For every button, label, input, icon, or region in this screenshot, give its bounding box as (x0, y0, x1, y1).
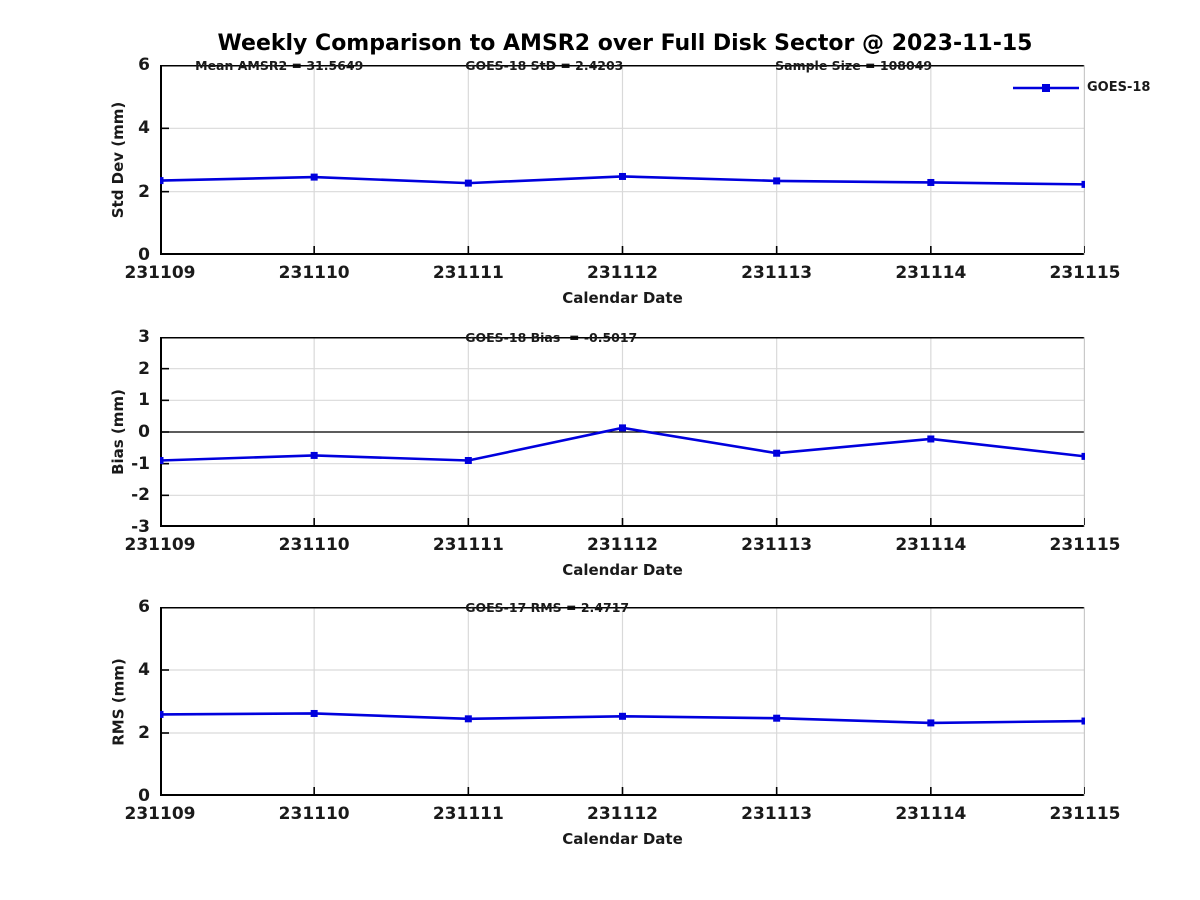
y-tick-label: 3 (138, 327, 150, 347)
stat-annotation: GOES-18 Bias = -0.5017 (465, 330, 638, 345)
legend-marker-icon (1042, 84, 1050, 92)
x-tick-label: 231113 (741, 535, 813, 555)
x-tick-label: 231114 (895, 804, 967, 824)
x-tick-label: 231115 (1049, 263, 1121, 283)
y-tick-label: 1 (138, 390, 150, 411)
y-tick-label: 4 (138, 118, 150, 139)
x-tick-label: 231111 (432, 535, 504, 555)
subplot-bias-plot (160, 337, 1085, 527)
x-tick-label: 231109 (124, 535, 196, 555)
data-point-marker (160, 457, 164, 464)
data-point-marker (310, 709, 318, 717)
data-point-marker (310, 451, 318, 459)
data-point-marker (1081, 452, 1085, 460)
x-tick-label: 231109 (124, 804, 196, 824)
x-tick-label: 231115 (1049, 535, 1121, 555)
x-tick-label: 231112 (587, 263, 658, 283)
data-point-marker (310, 173, 318, 181)
data-point-marker (160, 710, 164, 718)
data-point-marker (773, 449, 781, 457)
data-point-marker (619, 712, 626, 720)
y-tick-label: 0 (138, 422, 150, 442)
x-tick-label: 231111 (432, 263, 504, 283)
y-tick-label: 6 (138, 55, 150, 75)
x-tick-label: 231113 (741, 263, 813, 283)
y-axis-label: Bias (mm) (109, 389, 127, 475)
x-tick-label: 231114 (895, 535, 967, 555)
y-tick-label: 2 (138, 181, 150, 202)
x-axis-label: Calendar Date (562, 830, 683, 848)
x-tick-label: 231112 (587, 804, 658, 824)
y-tick-label: 0 (138, 245, 150, 265)
x-tick-label: 231110 (278, 263, 350, 283)
data-point-marker (1081, 180, 1085, 188)
x-tick-label: 231110 (278, 535, 350, 555)
data-point-marker (927, 719, 935, 727)
legend: GOES-18 (1013, 79, 1153, 99)
x-tick-label: 231112 (587, 535, 658, 555)
y-tick-label: -1 (131, 453, 150, 474)
data-point-marker (464, 457, 472, 464)
x-tick-label: 231113 (741, 804, 813, 824)
subplot-rms-plot (160, 607, 1085, 796)
data-point-marker (464, 715, 472, 723)
x-tick-label: 231111 (432, 804, 504, 824)
stat-annotation: GOES-17 RMS = 2.4717 (465, 600, 630, 615)
y-tick-label: 0 (138, 786, 150, 806)
stat-annotation: Sample Size = 108049 (775, 58, 933, 73)
y-axis-label: RMS (mm) (109, 657, 127, 746)
legend-label: GOES-18 (1087, 80, 1151, 95)
x-tick-label: 231109 (124, 263, 196, 283)
x-tick-label: 231115 (1049, 804, 1121, 824)
y-tick-label: 6 (138, 597, 150, 617)
data-point-marker (160, 177, 164, 185)
figure-title: Weekly Comparison to AMSR2 over Full Dis… (217, 31, 1033, 56)
y-tick-label: -3 (131, 517, 150, 537)
data-point-marker (619, 424, 626, 432)
data-point-marker (773, 177, 781, 185)
y-tick-label: -2 (131, 485, 150, 506)
y-tick-label: 2 (138, 723, 150, 743)
data-point-marker (927, 178, 935, 186)
data-point-marker (619, 172, 626, 180)
data-point-marker (773, 714, 781, 722)
stat-annotation: Mean AMSR2 = 31.5649 (195, 58, 364, 73)
data-point-marker (464, 179, 472, 187)
stat-annotation: GOES-18 StD = 2.4203 (465, 58, 624, 73)
x-tick-label: 231114 (895, 263, 967, 283)
x-axis-label: Calendar Date (562, 289, 683, 307)
data-point-marker (1081, 717, 1085, 725)
y-axis-label: Std Dev (mm) (109, 101, 127, 219)
y-tick-label: 4 (138, 660, 150, 680)
x-tick-label: 231110 (278, 804, 350, 824)
x-axis-label: Calendar Date (562, 561, 683, 579)
subplot-stddev-plot (160, 65, 1085, 255)
data-point-marker (927, 435, 935, 443)
y-tick-label: 2 (138, 358, 150, 379)
